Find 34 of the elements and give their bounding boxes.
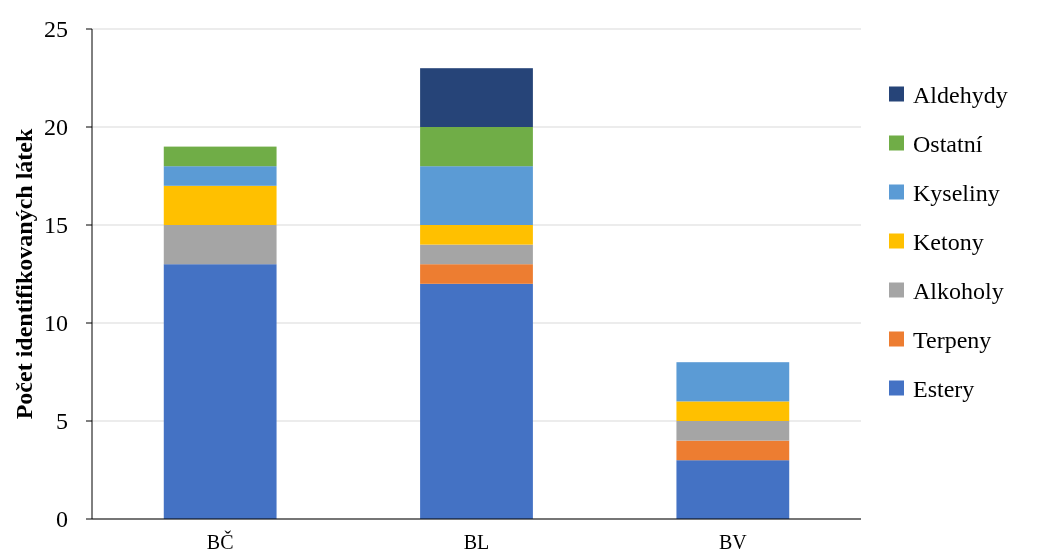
bar	[163, 185, 277, 225]
bar	[420, 225, 533, 245]
bar	[676, 362, 790, 402]
bar	[420, 283, 533, 519]
x-tick-label: BV	[718, 531, 748, 553]
bar	[163, 225, 277, 265]
bar	[163, 146, 277, 167]
legend-label: Estery	[913, 375, 975, 402]
bar	[163, 166, 277, 186]
legend-label: Ketony	[913, 228, 984, 255]
bar	[163, 264, 277, 519]
y-tick-label: 25	[44, 16, 68, 43]
legend-label: Aldehydy	[913, 81, 1008, 108]
y-tick-label: 10	[44, 310, 68, 337]
bar	[420, 127, 533, 167]
y-tick-label: 15	[44, 212, 68, 239]
bar	[676, 421, 790, 441]
y-tick-label: 5	[56, 408, 68, 435]
x-tick-label: BL	[463, 531, 490, 553]
legend-label: Ostatní	[913, 130, 983, 157]
y-tick-label: 0	[56, 506, 68, 533]
bar	[676, 401, 790, 421]
x-tick-label: BČ	[206, 530, 234, 553]
bar	[676, 460, 790, 519]
bar	[420, 264, 533, 284]
bar	[420, 68, 533, 127]
bar	[420, 166, 533, 225]
y-tick-label: 20	[44, 114, 68, 141]
legend-label: Terpeny	[913, 326, 992, 353]
legend-label: Alkoholy	[913, 277, 1004, 304]
bar	[420, 244, 533, 265]
y-axis-title: Počet identifikovaných látek	[11, 128, 37, 420]
bar	[676, 440, 790, 461]
legend-label: Kyseliny	[913, 179, 1000, 206]
